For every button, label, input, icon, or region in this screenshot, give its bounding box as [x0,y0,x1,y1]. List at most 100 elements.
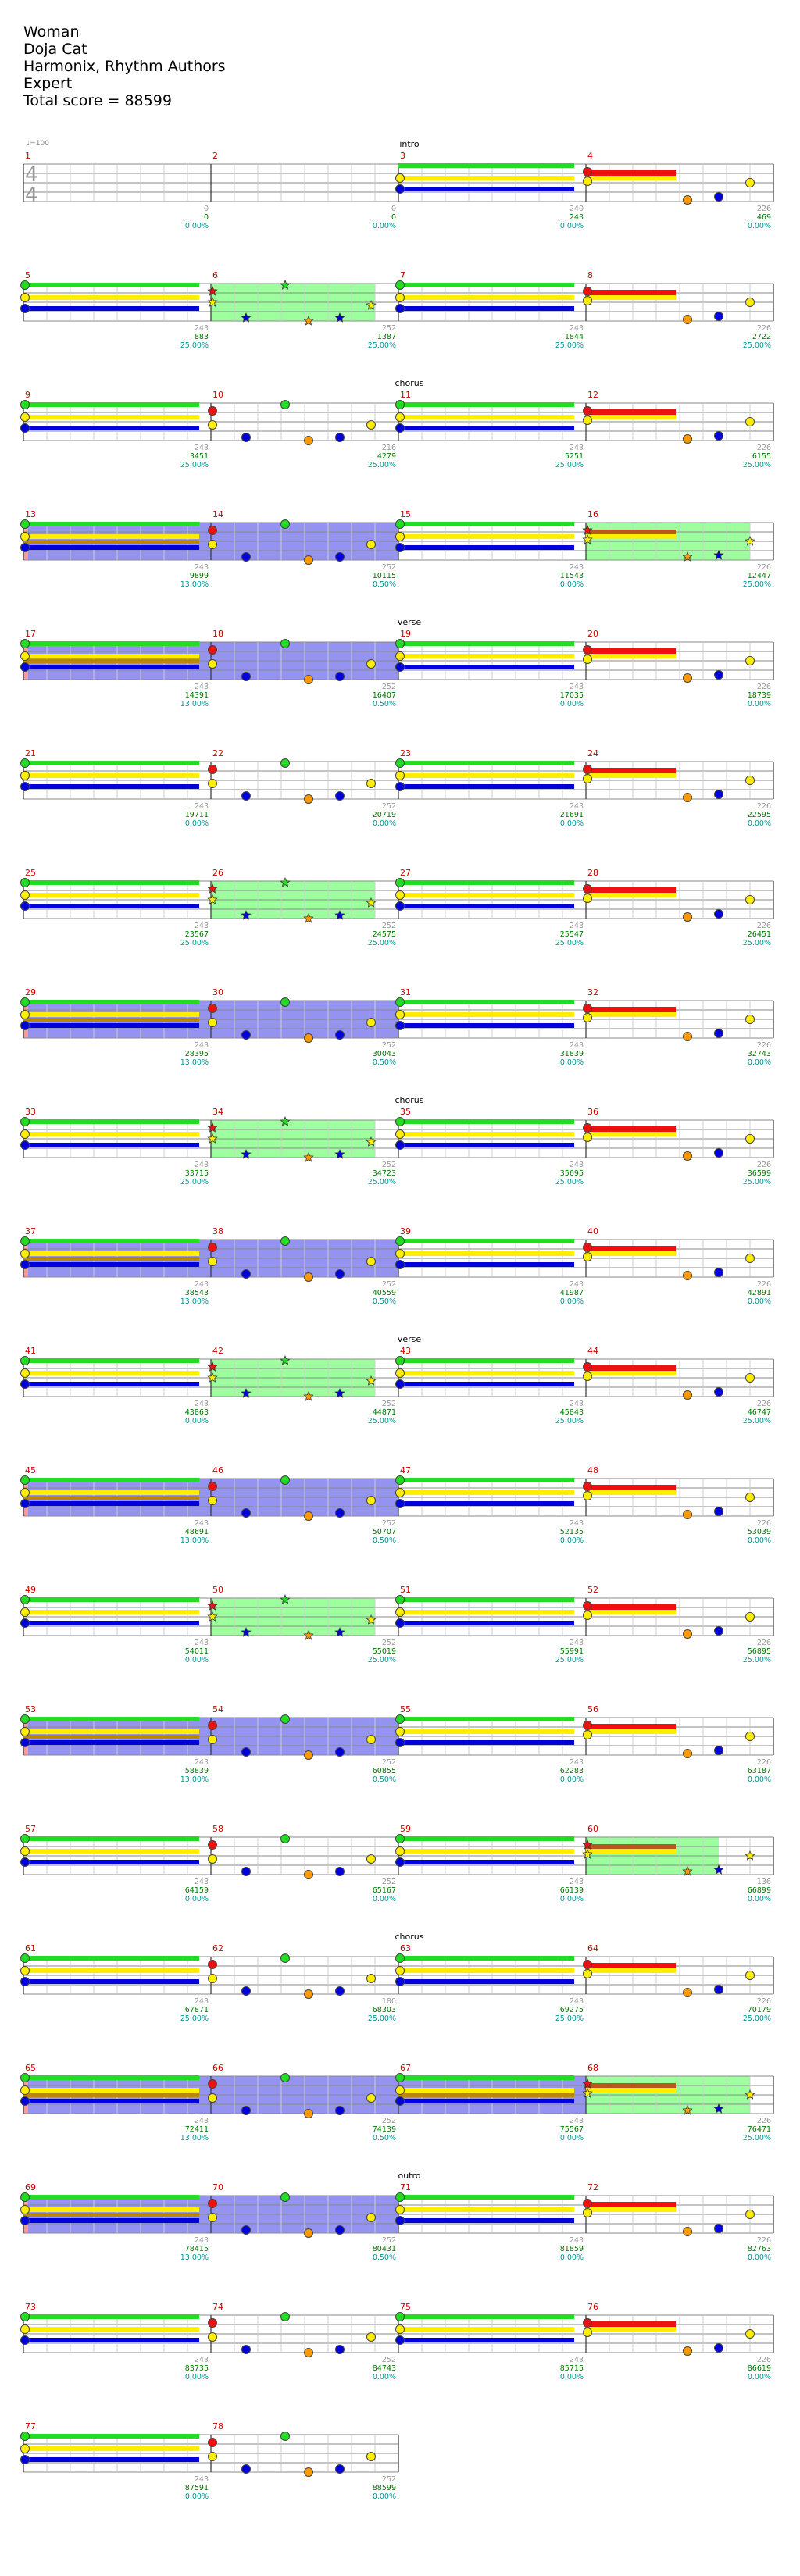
blue-sustain [398,904,574,908]
cumulative-score: 18739 [748,691,771,700]
song-difficulty: Expert [23,75,73,92]
blue-note [20,1260,30,1269]
green-note [280,400,290,409]
measure-number: 38 [212,1226,223,1236]
blue-sustain [398,1501,574,1506]
overdrive-percent: 25.00% [743,2134,771,2143]
yellow-note [20,532,30,541]
blue-note [335,2464,345,2474]
yellow-note [366,2093,376,2103]
blue-sustain [23,1979,199,1984]
blue-note [395,782,405,791]
orange-note [304,1989,313,1999]
overdrive-percent: 25.00% [743,461,771,469]
yellow-sustain [586,1849,676,1854]
yellow-note [583,774,592,783]
measure-max-score: 243 [195,922,209,930]
measure-number: 29 [25,987,36,997]
yellow-note [745,1612,755,1622]
yellow-sustain [586,1490,676,1495]
measure-max-score: 243 [570,563,584,572]
staff-row: 452434869113.00%46252507070.50%472435213… [20,1465,774,1545]
red-note [208,2199,217,2208]
yellow-note [395,2205,405,2214]
measure-number: 14 [212,509,223,519]
blue-sustain [23,904,199,908]
cumulative-score: 50707 [373,1528,396,1536]
cumulative-score: 81859 [560,2245,584,2253]
overdrive-percent: 0.00% [185,2492,209,2501]
green-note [395,2312,405,2321]
green-note [20,758,30,768]
blue-star-note [241,1387,252,1398]
blue-note [714,192,723,202]
measure-number: 35 [400,1107,411,1117]
measure-number: 54 [212,1704,223,1714]
yellow-sustain [586,1371,676,1375]
yellow-sustain [586,1610,676,1614]
blue-note [335,1867,345,1876]
overdrive-percent: 25.00% [180,2014,209,2023]
measure-max-score: 243 [195,2117,209,2125]
blue-note [335,1030,345,1040]
yellow-note [583,1730,592,1739]
overdrive-percent: 25.00% [555,2014,584,2023]
measure-number: 47 [400,1465,411,1475]
orange-note [683,195,692,205]
blue-note [395,2096,405,2106]
blue-star-note [713,1864,724,1875]
red-sustain [586,2321,676,2327]
blue-note [20,2335,30,2345]
measure-number: 60 [588,1824,598,1834]
yellow-note [745,2329,755,2339]
yellow-sustain [398,1371,574,1375]
measure-number: 44 [588,1346,598,1356]
green-sustain [23,2314,199,2319]
blue-note [335,1269,345,1279]
overdrive-percent: 0.00% [185,1417,209,1425]
yellow-note [208,1854,217,1864]
overdrive-percent: 25.00% [368,1178,396,1186]
yellow-star-note [582,533,593,544]
orange-note [683,434,692,444]
blue-sustain [23,545,199,550]
green-note [395,1236,405,1246]
green-sustain [398,2195,574,2200]
overdrive-percent: 25.00% [743,580,771,589]
red-star-note [582,524,593,535]
measure-number: 78 [212,2421,223,2432]
green-sustain [398,761,574,765]
measure-max-score: 226 [757,444,771,452]
staff-row: 692437841513.00%70252804310.50%71outro24… [20,2171,774,2262]
yellow-note [745,656,755,665]
measure-max-score: 226 [757,324,771,333]
red-sustain [586,1604,676,1610]
overdrive-percent: 25.00% [180,1178,209,1186]
yellow-note [208,1018,217,1027]
measure-number: 18 [212,629,223,639]
cumulative-score: 48691 [185,1528,209,1536]
green-note [20,1953,30,1963]
blue-note [20,543,30,552]
red-note [583,287,592,296]
orange-note [683,315,692,324]
measure-max-score: 243 [195,1758,209,1767]
blue-sustain [23,1023,199,1028]
tempo-marking: ♩=100 [27,140,49,148]
green-sustain [23,402,199,407]
staff-row: 172431439113.00%18252164070.50%19verse24… [20,617,774,708]
yellow-note [583,1969,592,1978]
orange-note [304,2228,313,2238]
green-note [395,878,405,887]
blue-star-note [241,1148,252,1159]
measure-max-score: 252 [382,683,396,691]
measure-max-score: 243 [195,2356,209,2364]
green-note [280,2192,290,2202]
staff-row: 21243197110.00%22252207190.00%2324321691… [20,748,774,828]
measure-max-score: 243 [195,324,209,333]
blue-note [395,1379,405,1389]
yellow-sustain [23,1371,199,1375]
yellow-sustain [586,534,676,539]
measure-number: 22 [212,748,223,758]
blue-star-note [334,312,345,323]
